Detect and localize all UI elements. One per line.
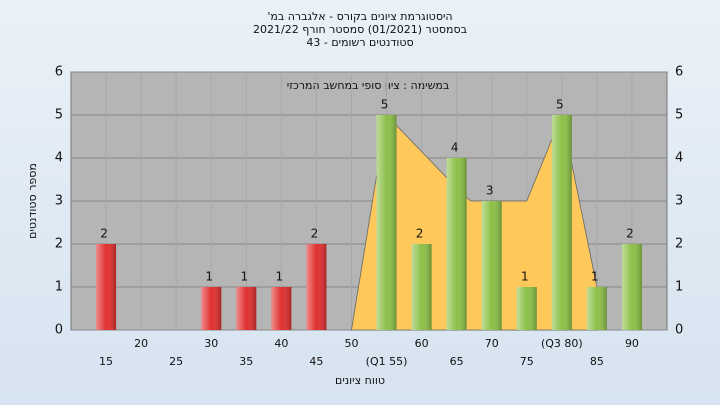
- y-tick-label: 5: [675, 108, 683, 123]
- data-label: 1: [205, 270, 213, 284]
- chart-subtitle: סטודנטים רשומים - 43: [306, 36, 413, 49]
- bar-shade: [551, 115, 572, 330]
- data-label: 1: [521, 270, 529, 284]
- data-label: 4: [451, 141, 459, 155]
- x-tick-label: 20: [134, 337, 148, 350]
- bar-shade: [271, 287, 292, 330]
- y-tick-label: 3: [55, 194, 63, 209]
- x-tick-label: 45: [309, 355, 323, 368]
- y-tick-label: 6: [675, 65, 683, 80]
- x-tick-label: 40: [274, 337, 288, 350]
- bar-shade: [376, 115, 397, 330]
- x-tick-label: 65: [450, 355, 464, 368]
- x-tick-label: 75: [520, 355, 534, 368]
- x-tick-label: 85: [590, 355, 604, 368]
- x-tick-label: 70: [485, 337, 499, 350]
- bar-shade: [481, 201, 502, 330]
- y-tick-label: 0: [55, 323, 63, 338]
- x-tick-label: 15: [99, 355, 113, 368]
- x-axis-label: טווח ציונים: [335, 374, 385, 387]
- data-label: 2: [416, 227, 424, 241]
- x-tick-label: 50: [344, 337, 358, 350]
- chart-title: היסטוגרמת ציונים בקורס - אלגברה במ': [267, 10, 452, 23]
- y-tick-label: 1: [55, 280, 63, 295]
- data-label: 5: [381, 98, 389, 112]
- y-tick-label: 4: [55, 151, 63, 166]
- bar-shade: [411, 244, 432, 330]
- x-tick-label: 90: [625, 337, 639, 350]
- x-tick-label: 60: [415, 337, 429, 350]
- bar-shade: [306, 244, 327, 330]
- data-label: 1: [240, 270, 248, 284]
- y-tick-label: 4: [675, 151, 683, 166]
- bar-shade: [621, 244, 642, 330]
- bar-shade: [96, 244, 117, 330]
- data-label: 2: [311, 227, 319, 241]
- y-tick-label: 0: [675, 323, 683, 338]
- x-tick-label: (Q3 80): [541, 337, 583, 350]
- y-tick-label: 1: [675, 280, 683, 295]
- y-tick-label: 2: [55, 237, 63, 252]
- data-label: 3: [486, 184, 494, 198]
- bar-shade: [236, 287, 257, 330]
- data-label: 1: [591, 270, 599, 284]
- y-tick-label: 2: [675, 237, 683, 252]
- bar-shade: [586, 287, 607, 330]
- y-axis-label: מספר סטודנטים: [26, 163, 39, 239]
- y-tick-label: 6: [55, 65, 63, 80]
- annotation: במשימה : ציון סופי במחשב המרכזי: [287, 79, 450, 92]
- data-label: 2: [100, 227, 108, 241]
- chart-subtitle: בסמסטר (01/2021) סמסטר חורף 2021/22: [253, 23, 467, 36]
- data-label: 1: [276, 270, 284, 284]
- y-tick-label: 3: [675, 194, 683, 209]
- bar-shade: [516, 287, 537, 330]
- data-label: 2: [626, 227, 634, 241]
- y-tick-label: 5: [55, 108, 63, 123]
- x-tick-label: 35: [239, 355, 253, 368]
- bar-shade: [201, 287, 222, 330]
- x-tick-label: 30: [204, 337, 218, 350]
- data-label: 5: [556, 98, 564, 112]
- x-tick-label: (Q1 55): [366, 355, 408, 368]
- x-tick-label: 25: [169, 355, 183, 368]
- bar-shade: [446, 158, 467, 330]
